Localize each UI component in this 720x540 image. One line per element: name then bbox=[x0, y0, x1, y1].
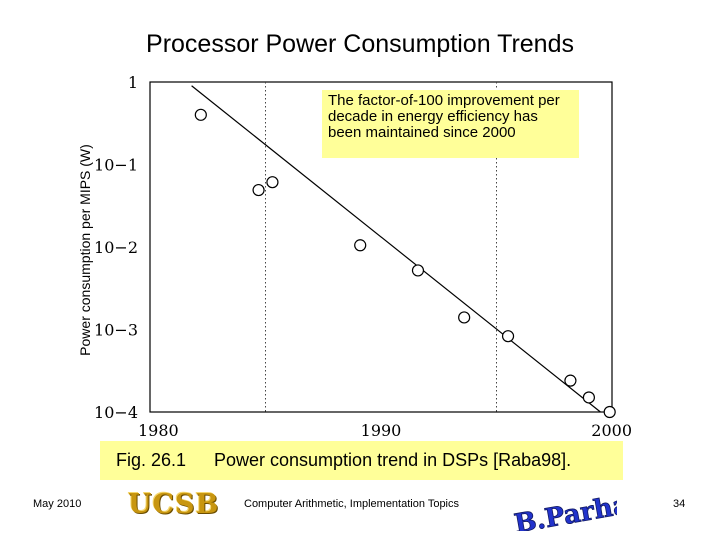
x-tick-labels: 1980 1990 2000 bbox=[138, 421, 632, 440]
footer-course-title: Computer Arithmetic, Implementation Topi… bbox=[244, 498, 459, 510]
y-tick-label: 10−2 bbox=[94, 238, 138, 257]
author-signature-logo: B.Parhami bbox=[512, 487, 617, 531]
data-point bbox=[501, 330, 515, 343]
data-point bbox=[582, 391, 596, 404]
data-point bbox=[411, 264, 425, 277]
footer-date: May 2010 bbox=[33, 498, 82, 510]
page-number: 34 bbox=[673, 498, 686, 510]
x-tick-label: 1980 bbox=[138, 421, 179, 440]
y-tick-label: 10−4 bbox=[94, 403, 138, 422]
data-point bbox=[603, 405, 616, 419]
caption-figure-number: Fig. 26.1 bbox=[116, 450, 187, 470]
trend-line-group bbox=[191, 85, 601, 413]
data-point bbox=[458, 311, 471, 324]
data-point bbox=[194, 108, 207, 121]
x-tick-label: 1990 bbox=[361, 421, 402, 440]
slide-title: Processor Power Consumption Trends bbox=[146, 30, 574, 58]
x-tick-label: 2000 bbox=[591, 421, 632, 440]
plot-frame bbox=[149, 81, 613, 413]
y-tick-label: 10−3 bbox=[94, 321, 138, 340]
data-point bbox=[354, 239, 367, 252]
caption-text: Power consumption trend in DSPs [Raba98]… bbox=[214, 450, 572, 470]
data-point bbox=[564, 374, 577, 387]
svg-text:B.Parhami: B.Parhami bbox=[512, 487, 617, 531]
plot-border bbox=[149, 81, 613, 413]
data-points bbox=[194, 108, 616, 419]
y-tick-label: 10−1 bbox=[94, 156, 138, 175]
y-axis-label: Power consumption per MIPS (W) bbox=[77, 144, 93, 356]
trend-line bbox=[191, 85, 601, 413]
ucsb-logo: UCSB bbox=[128, 489, 220, 520]
grid-lines bbox=[265, 82, 497, 412]
y-tick-label: 1 bbox=[128, 73, 138, 92]
annotation-box: The factor-of-100 improvement per decade… bbox=[322, 90, 579, 158]
data-point bbox=[252, 183, 265, 197]
figure-caption: Fig. 26.1 Power consumption trend in DSP… bbox=[100, 441, 623, 480]
data-point bbox=[266, 176, 279, 189]
y-tick-labels: 1 10−1 10−2 10−3 10−4 bbox=[94, 73, 138, 422]
